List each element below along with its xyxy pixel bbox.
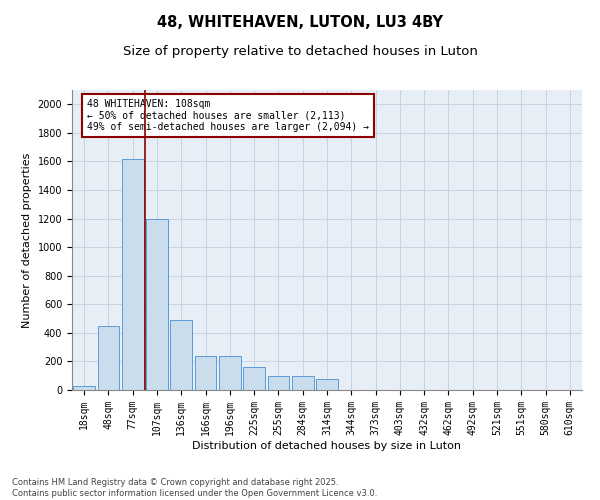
Bar [316,378,338,390]
Bar [122,158,143,390]
Bar [268,376,289,390]
Y-axis label: Number of detached properties: Number of detached properties [22,152,32,328]
Bar [97,326,119,390]
Text: 48, WHITEHAVEN, LUTON, LU3 4BY: 48, WHITEHAVEN, LUTON, LU3 4BY [157,15,443,30]
Text: Size of property relative to detached houses in Luton: Size of property relative to detached ho… [122,45,478,58]
Bar [292,376,314,390]
Bar [194,356,217,390]
X-axis label: Distribution of detached houses by size in Luton: Distribution of detached houses by size … [193,440,461,450]
Bar [170,320,192,390]
Bar [219,356,241,390]
Text: 48 WHITEHAVEN: 108sqm
← 50% of detached houses are smaller (2,113)
49% of semi-d: 48 WHITEHAVEN: 108sqm ← 50% of detached … [88,99,370,132]
Bar [243,367,265,390]
Bar [146,218,168,390]
Text: Contains HM Land Registry data © Crown copyright and database right 2025.
Contai: Contains HM Land Registry data © Crown c… [12,478,377,498]
Bar [73,386,95,390]
